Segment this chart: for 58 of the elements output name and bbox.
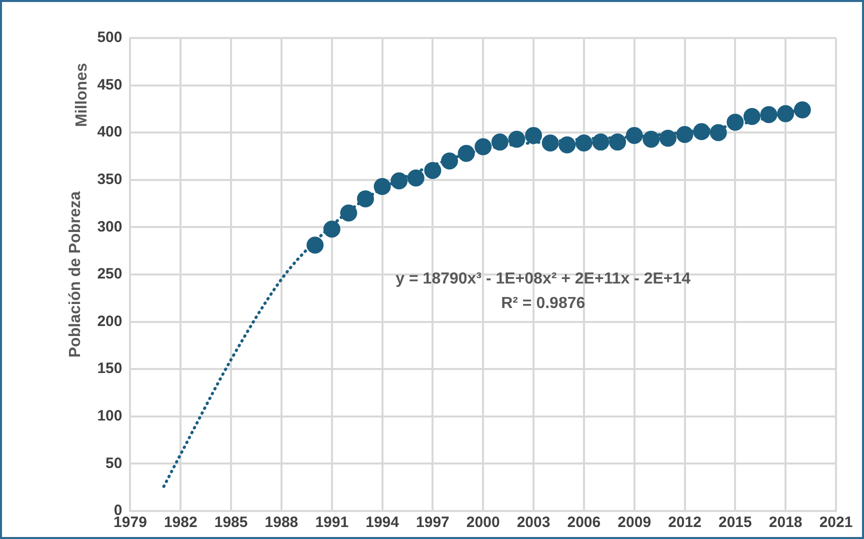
x-tick-label: 1988 bbox=[264, 514, 298, 532]
x-tick-label: 2018 bbox=[768, 514, 802, 532]
point bbox=[306, 236, 324, 254]
point bbox=[743, 108, 760, 126]
x-tick-label: 2006 bbox=[567, 514, 601, 532]
y-tick-label: 50 bbox=[106, 454, 122, 472]
point bbox=[693, 123, 710, 140]
point bbox=[777, 105, 794, 122]
x-tick-label: 1985 bbox=[214, 514, 248, 532]
point bbox=[340, 204, 358, 222]
point bbox=[441, 152, 458, 170]
point bbox=[642, 130, 660, 148]
x-tick-label: 2003 bbox=[516, 514, 550, 532]
point bbox=[794, 101, 811, 118]
point bbox=[474, 138, 492, 156]
point bbox=[558, 136, 576, 154]
x-tick-label: 1982 bbox=[164, 514, 198, 532]
point bbox=[424, 162, 442, 179]
point bbox=[760, 106, 778, 124]
x-tick-label: 2000 bbox=[466, 514, 500, 532]
x-tick-label: 1994 bbox=[366, 514, 400, 532]
y-tick-label: 300 bbox=[97, 218, 122, 236]
y-axis-title: Población de Pobreza bbox=[67, 191, 84, 358]
y-tick-label: 400 bbox=[97, 124, 122, 141]
x-tick-label: 1997 bbox=[416, 514, 450, 532]
point bbox=[626, 126, 643, 144]
x-tick-label: 2015 bbox=[718, 514, 752, 532]
point bbox=[458, 144, 475, 162]
point bbox=[710, 124, 727, 142]
point bbox=[491, 134, 508, 151]
y-tick-label: 100 bbox=[97, 408, 122, 425]
y-tick-label: 150 bbox=[97, 360, 122, 378]
point bbox=[542, 134, 559, 152]
point bbox=[374, 178, 391, 196]
point bbox=[575, 134, 592, 152]
y-tick-label: 350 bbox=[97, 171, 122, 188]
annotation: y = 18790x³ - 1E+08x² + 2E+11x - 2E+14 bbox=[396, 270, 691, 288]
x-tick-label: 1991 bbox=[315, 514, 349, 532]
point bbox=[676, 126, 694, 143]
point bbox=[726, 114, 744, 131]
point bbox=[592, 134, 610, 151]
point bbox=[390, 172, 408, 190]
point bbox=[407, 170, 424, 187]
y-tick-label: 250 bbox=[97, 266, 122, 283]
x-tick-label: 2021 bbox=[819, 514, 853, 532]
y-tick-label: 500 bbox=[97, 29, 122, 46]
point bbox=[323, 220, 340, 238]
annotation: R² = 0.9876 bbox=[501, 295, 586, 312]
text: Millones bbox=[73, 62, 90, 128]
point bbox=[659, 130, 676, 147]
y-tick-label: 450 bbox=[97, 76, 122, 94]
point bbox=[508, 130, 526, 148]
point bbox=[525, 126, 542, 144]
point bbox=[609, 134, 626, 151]
y-tick-label: 200 bbox=[97, 312, 122, 330]
point bbox=[356, 190, 374, 208]
x-tick-label: 2009 bbox=[618, 514, 652, 532]
x-tick-label: 2012 bbox=[668, 514, 702, 532]
